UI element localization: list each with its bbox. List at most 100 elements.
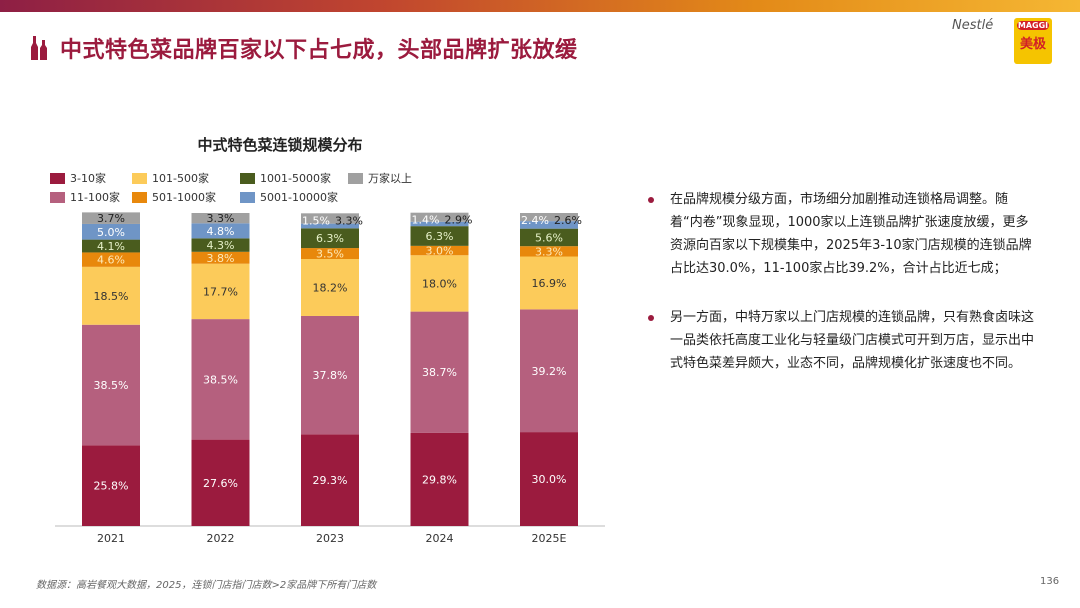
data-label: 3.8% (207, 252, 235, 265)
data-label: 29.3% (313, 474, 348, 487)
data-label: 37.8% (313, 369, 348, 382)
legend-item: 101-500家 (132, 170, 209, 186)
data-label: 3.5% (316, 248, 344, 261)
bar-segment (191, 213, 250, 224)
data-label: 5.6% (535, 231, 563, 244)
bar-segment (301, 228, 359, 249)
x-tick-label: 2023 (316, 532, 344, 545)
data-label: 18.2% (313, 281, 348, 294)
data-label: 38.5% (203, 373, 238, 386)
legend-item: 11-100家 (50, 189, 120, 205)
x-tick-label: 2024 (426, 532, 454, 545)
chart-title: 中式特色菜连锁规模分布 (197, 136, 363, 154)
top-gradient-bar (0, 0, 1080, 12)
bar-segment (301, 248, 359, 260)
page-title: 中式特色菜品牌百家以下占七成，头部品牌扩张放缓 (60, 38, 578, 63)
bar-segment (520, 228, 578, 247)
bar-segment (191, 263, 250, 320)
data-label: 18.0% (422, 277, 457, 290)
x-tick-label: 2025E (532, 532, 567, 545)
data-label: 30.0% (532, 473, 567, 486)
legend-item: 万家以上 (348, 170, 412, 186)
data-label: 5.0% (97, 226, 125, 239)
bar-segment (82, 212, 140, 224)
bar-segment (191, 223, 250, 239)
stacked-bar-chart: 25.8% 38.5% 18.5% 4.6%4.1%5.0%3.7% 2021 27.6%… (55, 212, 605, 545)
bar-segment (410, 255, 469, 312)
data-label: 2.4% (521, 214, 549, 227)
legend-swatch (50, 191, 65, 203)
data-label: 3.7% (97, 212, 125, 225)
bar-segment (410, 226, 469, 246)
data-label: 3.0% (426, 245, 454, 258)
legend-swatch (240, 191, 255, 203)
bar-segment (520, 221, 578, 229)
data-label: 2.6% (554, 214, 582, 227)
legend-label: 101-500家 (152, 172, 209, 185)
bar-segment (410, 432, 469, 526)
bar-segment (520, 256, 578, 310)
legend-swatch (132, 191, 147, 203)
data-label: 1.5% (302, 214, 330, 227)
bar-segment (410, 245, 469, 256)
bar-segment (410, 212, 469, 222)
data-label: 6.3% (316, 232, 344, 245)
legend-label: 5001-10000家 (260, 191, 338, 204)
legend-label: 11-100家 (70, 191, 120, 204)
bullet-dot (648, 315, 654, 321)
bullet-dot (648, 197, 654, 203)
bar-segment (410, 311, 469, 433)
data-label: 27.6% (203, 477, 238, 490)
bar-segment (82, 324, 140, 446)
data-label: 16.9% (532, 277, 567, 290)
source-note: 数据源：高岩餐观大数据，2025，连锁门店指门店数>2家品牌下所有门店数 (36, 580, 377, 591)
note-item: 另一方面，中特万家以上门店规模的连锁品牌，只有熟食卤味这一品类依托高度工业化与轻… (648, 306, 1038, 375)
legend-swatch (240, 172, 255, 184)
bar-segment (82, 239, 140, 253)
legend-label: 3-10家 (70, 172, 106, 185)
data-label: 3.3% (535, 245, 563, 258)
bar-segment (191, 319, 250, 440)
data-label: 3.3% (207, 212, 235, 225)
legend-label: 万家以上 (368, 172, 412, 185)
legend-label: 501-1000家 (152, 191, 216, 204)
data-label: 4.6% (97, 254, 125, 267)
bar-segment (520, 309, 578, 433)
legend-item: 501-1000家 (132, 189, 216, 205)
bar-segment (82, 445, 140, 526)
note-item: 在品牌规模分级方面，市场细分加剧推动连锁格局调整。随着“内卷”现象显现，1000… (648, 188, 1038, 280)
data-label: 3.3% (335, 214, 363, 227)
legend-item: 5001-10000家 (240, 189, 338, 205)
data-label: 4.3% (207, 239, 235, 252)
data-label: 38.5% (94, 379, 129, 392)
x-tick-label: 2022 (207, 532, 235, 545)
bar-segment (301, 434, 359, 526)
bar-segment (520, 213, 578, 222)
brand-logo: Nestlé MAGGI 美极 (952, 18, 1062, 66)
bar-segment (520, 432, 578, 526)
bar-segment (301, 259, 359, 316)
bar-segment (191, 251, 250, 264)
data-label: 25.8% (94, 480, 129, 493)
bar-segment (301, 315, 359, 435)
page-number: 136 (1040, 576, 1060, 587)
data-label: 29.8% (422, 473, 457, 486)
bar-segment (301, 213, 359, 224)
legend-item: 3-10家 (50, 170, 106, 186)
bar-segment (191, 439, 250, 526)
data-label: 2.9% (445, 214, 473, 227)
data-label: 18.5% (94, 290, 129, 303)
data-label: 39.2% (532, 365, 567, 378)
legend-swatch (50, 172, 65, 184)
bar-segment (301, 223, 359, 229)
legend-label: 1001-5000家 (260, 172, 331, 185)
notes: 在品牌规模分级方面，市场细分加剧推动连锁格局调整。随着“内卷”现象显现，1000… (648, 188, 1038, 401)
bottle-icon (31, 36, 47, 60)
data-label: 17.7% (203, 285, 238, 298)
bar-segment (82, 266, 140, 325)
bar-segment (82, 223, 140, 240)
data-label: 4.8% (207, 225, 235, 238)
bar-segment (82, 252, 140, 267)
bar-segment (410, 221, 469, 227)
x-tick-label: 2021 (97, 532, 125, 545)
